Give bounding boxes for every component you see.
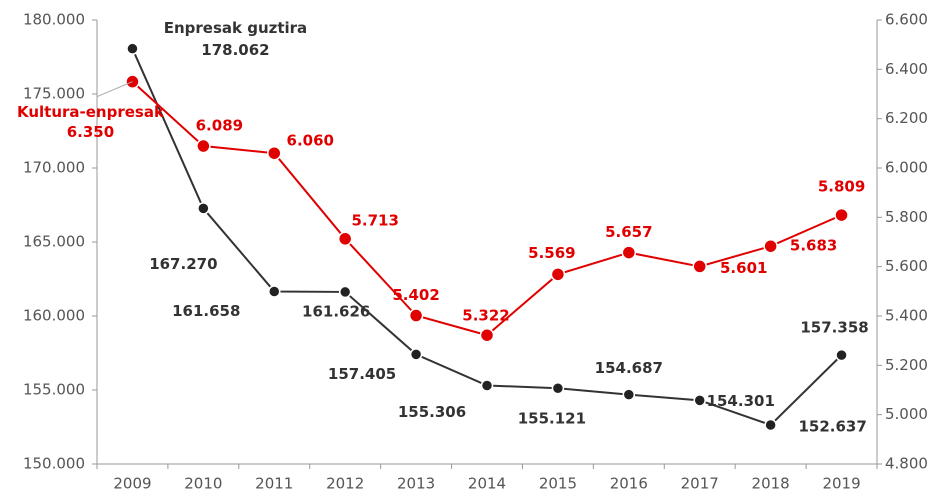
point bbox=[409, 348, 423, 361]
y2-tick-label: 4.800 bbox=[885, 455, 928, 473]
data-label: 167.270 bbox=[149, 255, 217, 273]
x-tick-label: 2018 bbox=[752, 475, 790, 493]
point bbox=[550, 267, 566, 282]
point bbox=[693, 394, 706, 407]
data-label: 6.089 bbox=[196, 117, 243, 135]
y2-tick-label: 5.800 bbox=[885, 208, 928, 226]
data-label: 5.809 bbox=[818, 178, 865, 196]
y2-tick-label: 5.400 bbox=[885, 307, 928, 325]
point bbox=[268, 285, 281, 298]
series-name: Kultura-enpresak bbox=[17, 103, 165, 121]
leader-line bbox=[96, 81, 133, 98]
y-tick-label: 155.000 bbox=[23, 381, 85, 399]
data-label: 5.322 bbox=[462, 307, 509, 325]
data-label: 157.358 bbox=[800, 319, 868, 337]
data-label: 155.121 bbox=[518, 410, 586, 428]
x-tick-label: 2013 bbox=[397, 475, 435, 493]
point bbox=[621, 245, 637, 260]
data-label: 5.657 bbox=[605, 223, 652, 241]
series-name: Enpresak guztira bbox=[164, 19, 307, 37]
data-label: 161.626 bbox=[302, 302, 370, 320]
y-tick-label: 170.000 bbox=[23, 159, 85, 177]
y2-tick-label: 5.200 bbox=[885, 356, 928, 374]
data-label: 5.713 bbox=[351, 211, 398, 229]
x-tick-label: 2019 bbox=[822, 475, 860, 493]
point bbox=[480, 379, 494, 392]
y2-tick-label: 5.600 bbox=[885, 257, 928, 275]
series-line bbox=[131, 48, 843, 427]
point bbox=[338, 285, 352, 299]
data-label: 161.658 bbox=[172, 302, 240, 320]
point bbox=[622, 388, 636, 401]
data-label: 5.601 bbox=[720, 259, 767, 277]
x-tick-label: 2014 bbox=[468, 475, 506, 493]
x-tick-label: 2012 bbox=[326, 475, 364, 493]
y-tick-label: 180.000 bbox=[23, 11, 85, 29]
y2-tick-label: 6.600 bbox=[885, 11, 928, 29]
point bbox=[764, 418, 777, 432]
y-tick-label: 160.000 bbox=[23, 307, 85, 325]
x-tick-label: 2009 bbox=[113, 475, 151, 493]
y2-tick-label: 6.000 bbox=[885, 159, 928, 177]
point bbox=[835, 348, 848, 362]
y2-tick-label: 6.200 bbox=[885, 109, 928, 127]
point bbox=[479, 327, 495, 343]
point bbox=[337, 231, 353, 247]
point bbox=[196, 138, 211, 154]
data-label: 5.402 bbox=[392, 286, 439, 304]
point bbox=[834, 207, 849, 223]
data-label: 155.306 bbox=[398, 403, 466, 421]
data-label: 5.569 bbox=[528, 244, 575, 262]
x-tick-label: 2010 bbox=[184, 475, 222, 493]
point bbox=[692, 259, 707, 274]
y-tick-label: 165.000 bbox=[23, 233, 85, 251]
y-tick-label: 150.000 bbox=[23, 455, 85, 473]
data-label: 154.301 bbox=[707, 392, 775, 410]
data-label: 5.683 bbox=[790, 237, 837, 255]
y2-tick-label: 6.400 bbox=[885, 60, 928, 78]
point bbox=[126, 42, 139, 55]
y2-tick-label: 5.000 bbox=[885, 405, 928, 423]
data-label: 6.060 bbox=[287, 132, 334, 150]
point bbox=[408, 308, 424, 323]
data-label: 6.350 bbox=[67, 123, 114, 141]
x-tick-label: 2015 bbox=[539, 475, 577, 493]
point bbox=[197, 202, 210, 215]
x-tick-label: 2016 bbox=[610, 475, 648, 493]
point bbox=[267, 145, 282, 161]
data-label: 178.062 bbox=[201, 41, 269, 59]
x-tick-label: 2017 bbox=[681, 475, 719, 493]
data-label: 152.637 bbox=[798, 417, 866, 435]
point bbox=[551, 381, 565, 395]
y-tick-label: 175.000 bbox=[23, 85, 85, 103]
data-label: 154.687 bbox=[595, 359, 663, 377]
point bbox=[763, 238, 778, 254]
data-label: 157.405 bbox=[328, 365, 396, 383]
x-tick-label: 2011 bbox=[255, 475, 293, 493]
